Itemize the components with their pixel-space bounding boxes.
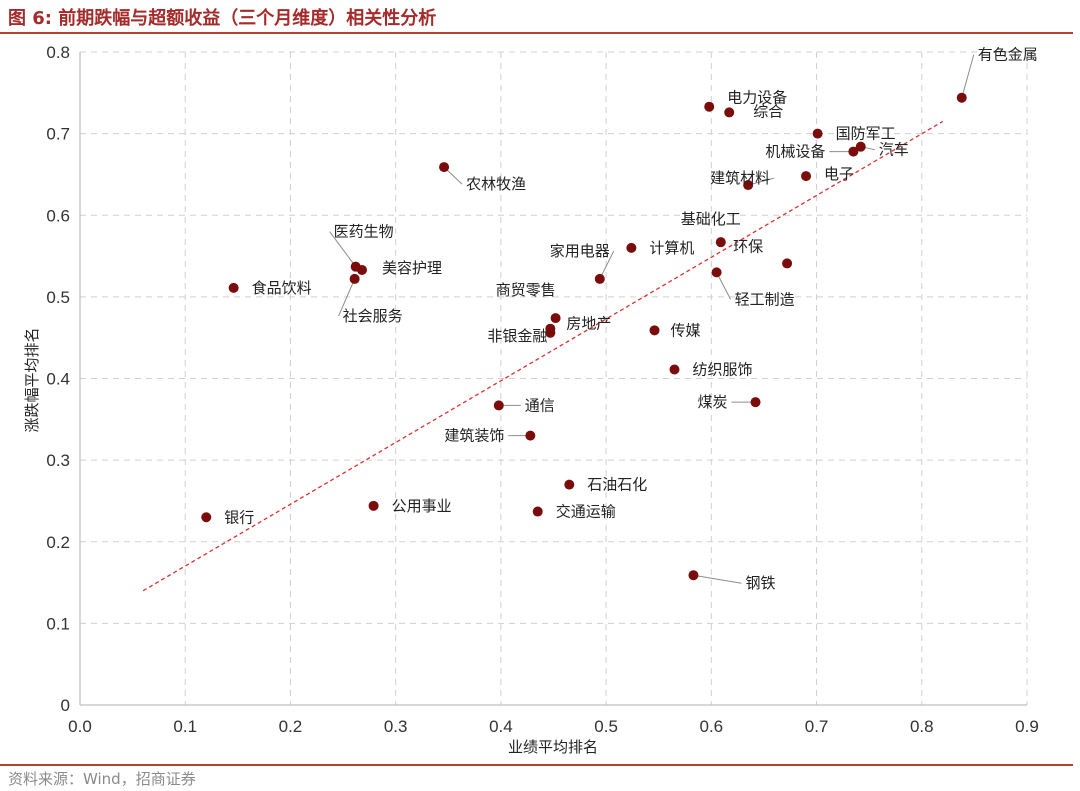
point-label: 食品饮料 — [252, 279, 312, 297]
data-point — [724, 107, 735, 118]
leader-line — [599, 250, 615, 280]
point-label: 银行 — [224, 508, 254, 526]
point-label: 轻工制造 — [735, 290, 795, 308]
data-point — [848, 146, 859, 157]
y-tick-label: 0.3 — [46, 451, 70, 470]
point-label: 商贸零售 — [496, 281, 556, 299]
y-tick-label: 0 — [61, 696, 70, 715]
data-point — [743, 180, 754, 191]
data-point — [594, 273, 605, 284]
footer-rule — [0, 764, 1073, 766]
x-tick-label: 0.7 — [805, 717, 829, 736]
source-note: 资料来源：Wind，招商证券 — [8, 770, 196, 788]
data-point — [704, 101, 715, 112]
point-label: 非银金融 — [487, 327, 547, 345]
data-point — [649, 325, 660, 336]
point-label: 钢铁 — [745, 574, 775, 592]
data-point — [711, 267, 722, 278]
data-point — [349, 273, 360, 284]
point-label: 纺织服饰 — [693, 361, 753, 379]
data-point — [626, 242, 637, 253]
x-tick-label: 0.9 — [1015, 717, 1039, 736]
y-tick-label: 0.1 — [46, 614, 70, 633]
point-label: 通信 — [525, 396, 555, 414]
y-tick-label: 0.5 — [46, 288, 70, 307]
point-label: 美容护理 — [382, 259, 442, 277]
point-label: 建筑装饰 — [444, 427, 504, 445]
point-label: 电子 — [824, 165, 854, 183]
point-label: 煤炭 — [698, 393, 728, 411]
data-point — [564, 479, 575, 490]
data-point — [782, 258, 793, 269]
point-label: 机械设备 — [765, 143, 825, 161]
point-label: 石油石化 — [587, 476, 647, 494]
data-point — [439, 162, 450, 173]
x-tick-label: 0.4 — [489, 717, 513, 736]
x-tick-label: 0.6 — [700, 717, 724, 736]
axes: 0.0 0.1 0.2 0.3 0.4 0.5 0.6 0.7 0.8 0.9 0 0.1 0.2 0.3… — [46, 43, 1038, 736]
x-tick-label: 0.5 — [594, 717, 618, 736]
data-point — [532, 506, 543, 517]
data-points — [201, 92, 967, 581]
y-tick-label: 0.4 — [46, 370, 70, 389]
leader-line — [329, 231, 357, 267]
data-point — [368, 500, 379, 511]
point-label: 综合 — [753, 102, 783, 120]
x-tick-label: 0.8 — [910, 717, 934, 736]
figure-title: 图 6: 前期跌幅与超额收益（三个月维度）相关性分析 — [8, 8, 437, 29]
grid-lines — [80, 51, 1028, 705]
data-point — [493, 400, 504, 411]
point-label: 环保 — [733, 237, 763, 255]
trendline — [142, 120, 944, 592]
data-point — [750, 397, 761, 408]
point-label: 公用事业 — [392, 497, 452, 515]
data-point — [228, 282, 239, 293]
data-point — [545, 327, 556, 338]
point-label: 房地产 — [566, 315, 611, 333]
data-point — [688, 570, 699, 581]
x-tick-label: 0.1 — [173, 717, 197, 736]
data-point — [855, 141, 866, 152]
point-label: 农林牧渔 — [466, 175, 526, 193]
x-tick-label: 0.2 — [279, 717, 303, 736]
point-label: 电力设备 — [727, 89, 787, 107]
point-label: 医药生物 — [334, 223, 394, 241]
point-label: 基础化工 — [681, 210, 741, 228]
leader-line — [338, 278, 356, 317]
trendline-group — [142, 120, 944, 592]
title-rule — [0, 32, 1073, 34]
data-point — [669, 364, 680, 375]
point-label: 传媒 — [671, 321, 701, 339]
y-tick-label: 0.6 — [46, 206, 70, 225]
point-label: 国防军工 — [836, 125, 896, 143]
point-label: 计算机 — [649, 239, 694, 257]
leader-line — [716, 272, 732, 300]
data-point — [956, 92, 967, 103]
x-axis-title: 业绩平均排名 — [508, 738, 598, 756]
data-point — [550, 313, 561, 324]
point-label: 建筑材料 — [710, 169, 770, 187]
x-tick-label: 0.3 — [384, 717, 408, 736]
data-point — [812, 128, 823, 139]
x-tick-label: 0.0 — [68, 717, 92, 736]
y-tick-label: 0.2 — [46, 533, 70, 552]
y-tick-label: 0.8 — [46, 43, 70, 62]
point-label: 汽车 — [879, 141, 909, 159]
data-point — [525, 430, 536, 441]
data-point — [715, 237, 726, 248]
point-label: 有色金属 — [978, 46, 1038, 64]
data-point — [801, 171, 812, 182]
leader-line — [961, 54, 975, 98]
y-tick-label: 0.7 — [46, 125, 70, 144]
data-point — [356, 264, 367, 275]
data-point — [201, 512, 212, 523]
point-label: 交通运输 — [556, 503, 616, 521]
point-label: 家用电器 — [550, 242, 610, 260]
leader-line — [693, 574, 742, 584]
y-axis-title: 涨跌幅平均排名 — [23, 327, 41, 432]
point-label: 社会服务 — [343, 307, 403, 325]
